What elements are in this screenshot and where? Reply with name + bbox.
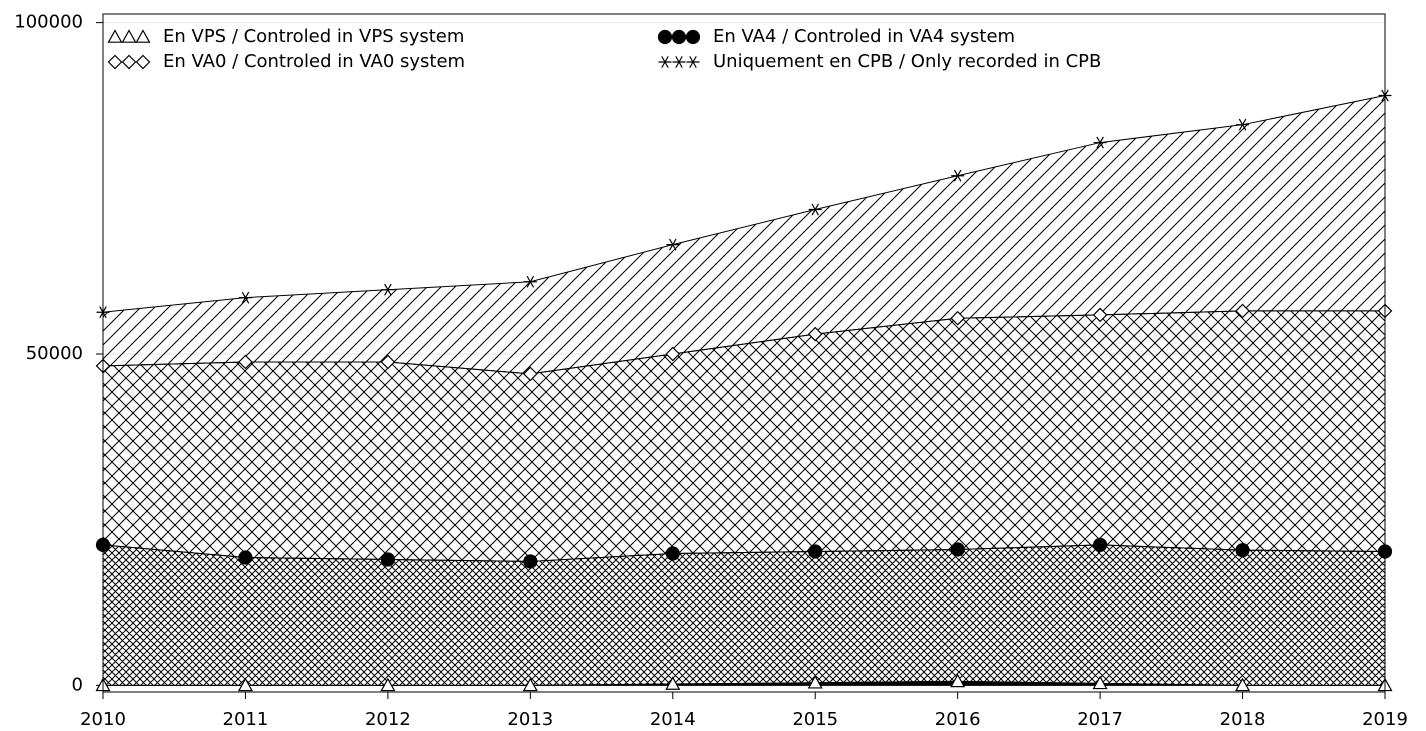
marker	[1093, 537, 1108, 552]
x-tick-label: 2016	[935, 709, 981, 730]
marker	[807, 326, 823, 342]
marker	[522, 366, 538, 382]
marker	[1092, 675, 1108, 690]
marker	[686, 56, 700, 68]
legend: En VPS / Controled in VPS system En VA4 /…	[107, 26, 1101, 72]
marker	[135, 54, 151, 70]
marker	[950, 673, 966, 688]
marker	[665, 676, 681, 690]
marker	[658, 56, 672, 68]
marker	[121, 29, 137, 43]
marker	[380, 677, 396, 692]
x-tick-label: 2014	[650, 709, 696, 730]
marker	[238, 291, 252, 304]
x-tick-label: 2012	[365, 709, 411, 730]
marker	[238, 354, 253, 370]
marker	[665, 546, 680, 561]
marker	[380, 354, 396, 370]
legend-item: Uniquement en CPB / Only recorded in CPB	[658, 51, 1101, 72]
area	[102, 544, 1386, 686]
x-tick-label: 2015	[792, 709, 838, 730]
marker	[950, 310, 966, 326]
legend-label: En VPS / Controled in VPS system	[163, 26, 464, 47]
marker	[1093, 136, 1107, 149]
marker	[950, 542, 965, 557]
marker	[672, 56, 686, 68]
marker	[671, 29, 687, 45]
marker	[107, 29, 123, 43]
marker	[665, 346, 681, 362]
x-tick-label: 2013	[507, 709, 553, 730]
legend-item: En VA0 / Controled in VA0 system	[107, 51, 465, 72]
marker	[238, 550, 253, 565]
marker	[121, 54, 137, 70]
marker	[135, 29, 151, 43]
marker	[951, 169, 965, 182]
marker	[522, 677, 538, 692]
marker	[380, 552, 395, 567]
marker	[808, 203, 822, 216]
x-tick-label: 2011	[223, 709, 269, 730]
x-tick-label: 2017	[1077, 709, 1123, 730]
marker	[685, 29, 701, 45]
y-tick-label: 50000	[26, 343, 83, 364]
marker	[523, 554, 538, 569]
marker	[807, 674, 823, 689]
marker	[657, 29, 673, 45]
marker	[381, 283, 395, 296]
legend-label: En VA0 / Controled in VA0 system	[163, 51, 465, 72]
x-tick-label: 2018	[1220, 709, 1266, 730]
marker	[523, 275, 537, 288]
y-tick-label: 0	[72, 674, 83, 695]
marker	[1235, 543, 1250, 558]
y-tick-label: 100000	[14, 12, 83, 33]
x-tick-label: 2010	[80, 709, 126, 730]
marker	[237, 677, 253, 692]
x-tick-label: 2019	[1362, 709, 1408, 730]
marker	[1235, 677, 1251, 692]
legend-label: Uniquement en CPB / Only recorded in CPB	[713, 51, 1101, 72]
marker	[1092, 307, 1108, 323]
legend-label: En VA4 / Controled in VA4 system	[713, 26, 1015, 47]
marker	[1235, 303, 1250, 319]
legend-item: En VA4 / Controled in VA4 system	[657, 26, 1015, 47]
legend-item: En VPS / Controled in VPS system	[107, 26, 464, 47]
plot-frame	[102, 13, 1386, 693]
marker	[808, 544, 823, 559]
marker	[107, 54, 123, 70]
marker	[666, 238, 680, 251]
marker	[1236, 118, 1250, 131]
